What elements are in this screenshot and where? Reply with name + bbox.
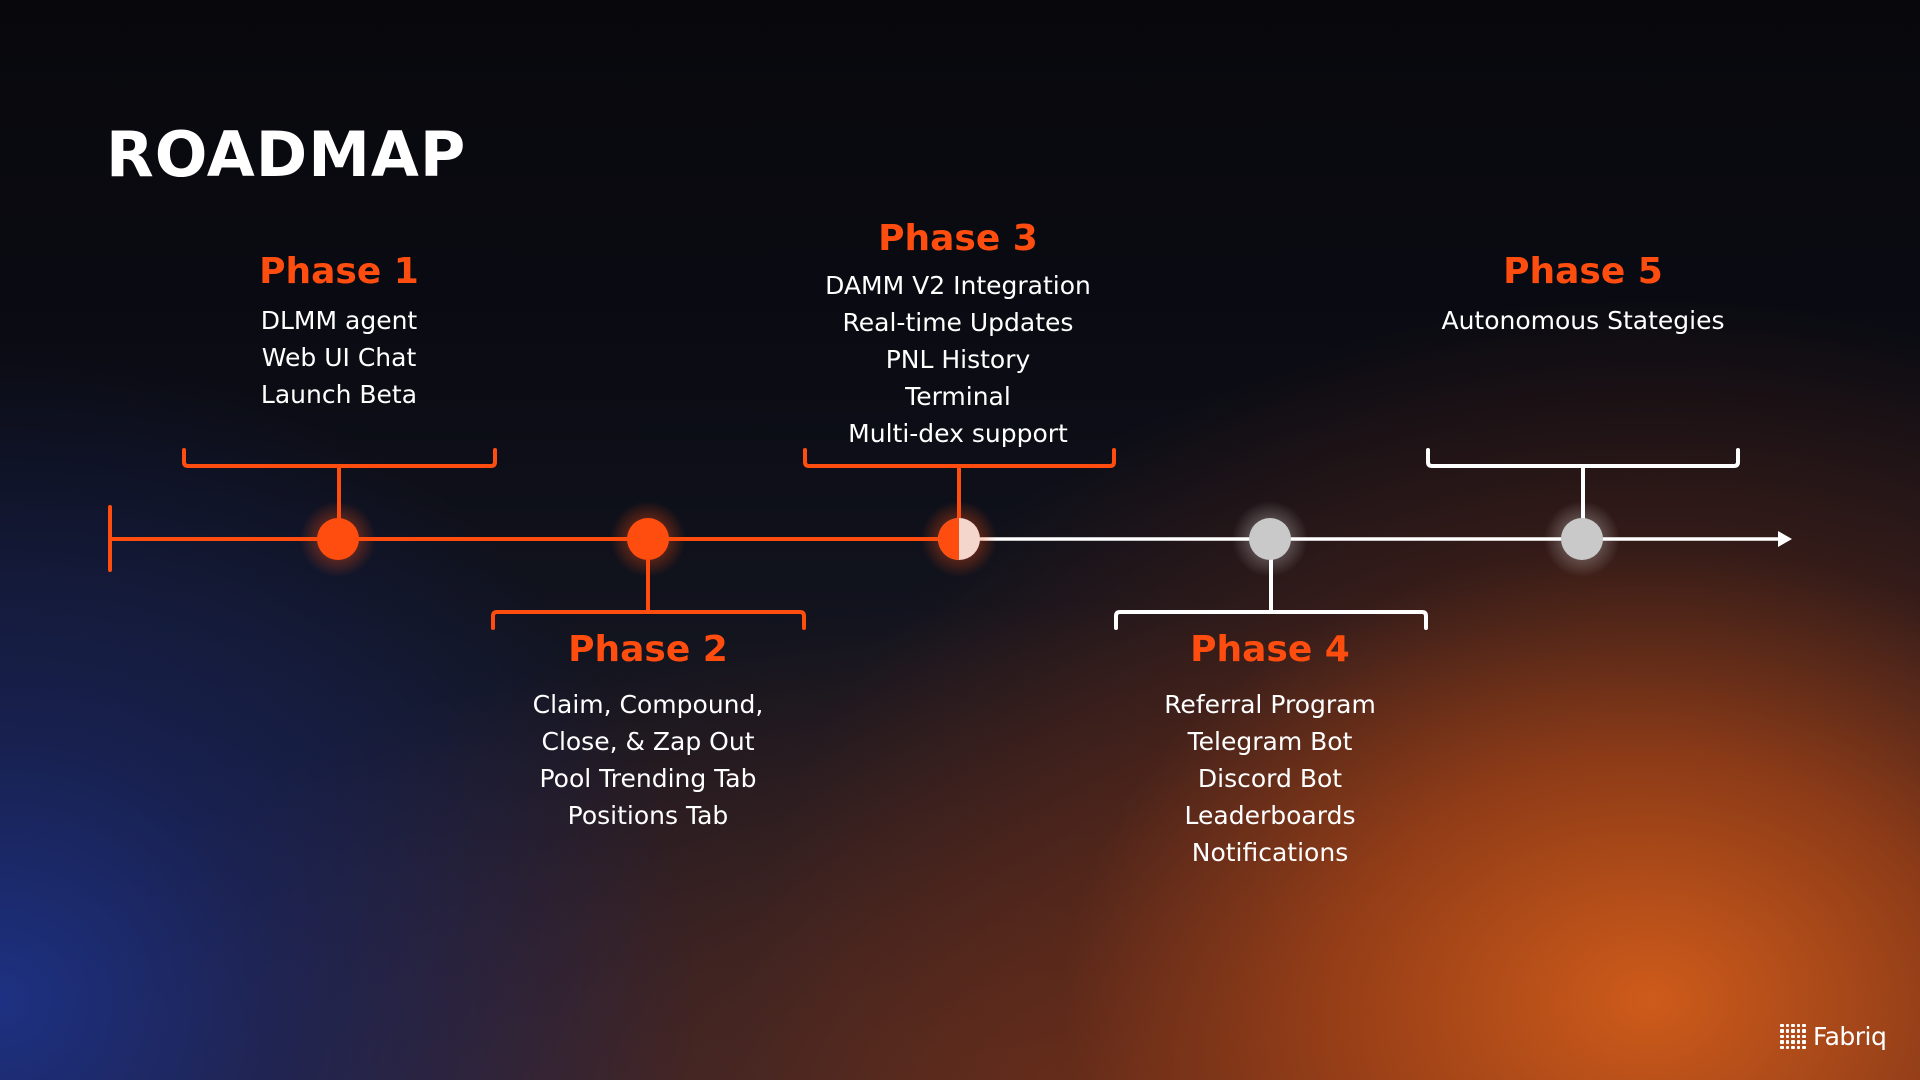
list-item: Telegram Bot [1187,727,1353,756]
timeline-arrow-icon [1778,531,1792,547]
phase-3-items: DAMM V2 Integration Real-time Updates PN… [768,267,1148,452]
phase-1-title: Phase 1 [259,251,419,292]
list-item: Claim, Compound, [532,690,764,719]
phase-4-block: Phase 4 Referral Program Telegram Bot Di… [1080,632,1460,871]
phase-2-title: Phase 2 [568,629,728,670]
fabriq-logo: Fabriq [1780,1022,1887,1051]
phase-1-block: Phase 1 DLMM agent Web UI Chat Launch Be… [149,254,529,413]
list-item: Launch Beta [260,380,418,409]
list-item: Positions Tab [567,801,729,830]
list-item: Leaderboards [1184,801,1356,830]
list-item: DLMM agent [260,306,418,335]
phase-3-title: Phase 3 [878,218,1038,259]
phase-4-dot [1249,518,1291,560]
phase-2-block: Phase 2 Claim, Compound, Close, & Zap Ou… [458,632,838,834]
list-item: Real-time Updates [842,308,1074,337]
phase-1-dot [317,518,359,560]
dot-grid-icon [1780,1023,1806,1050]
list-item: Discord Bot [1197,764,1343,793]
list-item: Autonomous Stategies [1441,306,1725,335]
phase-2-items: Claim, Compound, Close, & Zap Out Pool T… [458,686,838,834]
list-item: Pool Trending Tab [539,764,757,793]
phase-4-title: Phase 4 [1190,629,1350,670]
phase-4-items: Referral Program Telegram Bot Discord Bo… [1080,686,1460,871]
list-item: Terminal [905,382,1011,411]
phase-1-items: DLMM agent Web UI Chat Launch Beta [149,302,529,413]
phase-2-dot [627,518,669,560]
list-item: Close, & Zap Out [541,727,755,756]
list-item: Referral Program [1164,690,1376,719]
phase-5-items: Autonomous Stategies [1393,302,1773,339]
phase-5-block: Phase 5 Autonomous Stategies [1393,254,1773,339]
phase-5-title: Phase 5 [1503,251,1663,292]
list-item: PNL History [885,345,1031,374]
list-item: Web UI Chat [261,343,417,372]
phase-5-dot [1561,518,1603,560]
list-item: DAMM V2 Integration [825,271,1091,300]
phase-3-block: Phase 3 DAMM V2 Integration Real-time Up… [768,221,1148,452]
logo-text: Fabriq [1813,1022,1887,1051]
list-item: Multi-dex support [848,419,1068,448]
page-title: ROADMAP [106,118,467,191]
list-item: Notifications [1191,838,1349,867]
